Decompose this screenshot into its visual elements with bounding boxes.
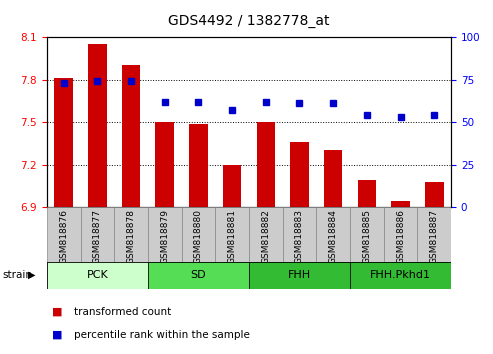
Text: percentile rank within the sample: percentile rank within the sample (74, 330, 250, 339)
Text: ■: ■ (52, 307, 62, 316)
Text: GSM818876: GSM818876 (59, 209, 68, 264)
Bar (189, 124, 208, 207)
Text: GSM818884: GSM818884 (329, 209, 338, 264)
Text: strain: strain (2, 270, 33, 280)
Bar (114, 207, 148, 262)
Bar (350, 262, 451, 289)
Text: FHH: FHH (288, 270, 311, 280)
Bar (425, 182, 444, 207)
Bar (54, 78, 73, 207)
Bar (148, 207, 181, 262)
Text: transformed count: transformed count (74, 307, 171, 316)
Bar (249, 262, 350, 289)
Bar (148, 262, 249, 289)
Text: GSM818878: GSM818878 (127, 209, 136, 264)
Bar (215, 207, 249, 262)
Bar (290, 142, 309, 207)
Text: GSM818886: GSM818886 (396, 209, 405, 264)
Bar (391, 201, 410, 207)
Bar (155, 122, 174, 207)
Text: GSM818877: GSM818877 (93, 209, 102, 264)
Bar (350, 207, 384, 262)
Bar (47, 207, 80, 262)
Bar (88, 44, 106, 207)
Text: ▶: ▶ (28, 270, 35, 280)
Bar (317, 207, 350, 262)
Bar (223, 165, 242, 207)
Bar (47, 262, 148, 289)
Bar (384, 207, 418, 262)
Bar (122, 65, 141, 207)
Text: PCK: PCK (86, 270, 108, 280)
Text: ■: ■ (52, 330, 62, 339)
Text: GSM818881: GSM818881 (228, 209, 237, 264)
Text: SD: SD (191, 270, 206, 280)
Text: GDS4492 / 1382778_at: GDS4492 / 1382778_at (168, 14, 330, 28)
Bar (324, 150, 343, 207)
Text: GSM818883: GSM818883 (295, 209, 304, 264)
Text: GSM818879: GSM818879 (160, 209, 169, 264)
Bar (256, 122, 275, 207)
Bar (80, 207, 114, 262)
Bar (418, 207, 451, 262)
Text: FHH.Pkhd1: FHH.Pkhd1 (370, 270, 431, 280)
Text: GSM818885: GSM818885 (362, 209, 371, 264)
Bar (181, 207, 215, 262)
Text: GSM818882: GSM818882 (261, 209, 270, 264)
Bar (357, 180, 376, 207)
Text: GSM818880: GSM818880 (194, 209, 203, 264)
Bar (282, 207, 317, 262)
Bar (249, 207, 282, 262)
Text: GSM818887: GSM818887 (430, 209, 439, 264)
